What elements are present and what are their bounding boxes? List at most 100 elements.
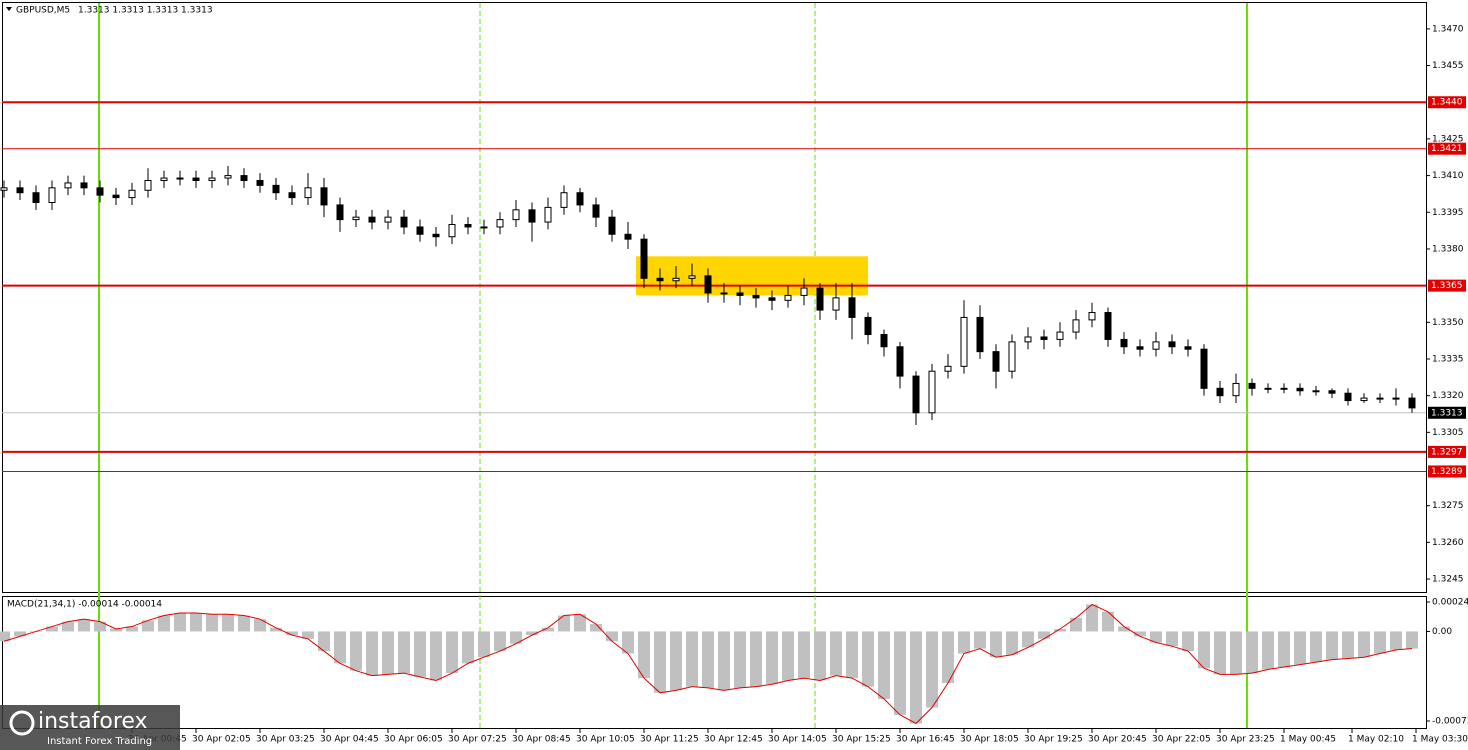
candle-body [64, 182, 72, 189]
candle-body [704, 275, 712, 294]
histogram-bar [1198, 631, 1210, 669]
quote: 1.3313 1.3313 1.3313 1.3313 [78, 6, 213, 16]
histogram-bar [62, 621, 74, 632]
candle-body [1056, 331, 1064, 340]
x-tick-label: 30 Apr 14:05 [768, 735, 827, 745]
candle-body [656, 277, 664, 282]
histogram-bar [446, 631, 458, 674]
logo-icon [9, 710, 35, 736]
candle-body [800, 287, 808, 296]
candle-body [928, 370, 936, 414]
histogram-bar [670, 631, 682, 691]
candle-body [752, 294, 760, 299]
x-tick-label: 30 Apr 04:45 [320, 735, 379, 745]
histogram-bar [94, 621, 106, 632]
candle-body [448, 224, 456, 238]
chart-title: GBPUSD,M5 [16, 6, 70, 16]
candle-body [976, 316, 984, 353]
x-tick-label: 30 Apr 16:45 [896, 735, 955, 745]
histogram-bar [1214, 631, 1226, 675]
histogram-bar [1326, 631, 1338, 660]
x-tick-label: 30 Apr 22:05 [1152, 735, 1211, 745]
histogram-bar [1006, 631, 1018, 655]
candle-body [1328, 390, 1336, 394]
candle-body [608, 216, 616, 235]
candle-body [560, 192, 568, 208]
level-label: 1.3421 [1431, 144, 1463, 154]
histogram-bar [366, 631, 378, 676]
candle-body [48, 187, 56, 203]
candle-body [784, 294, 792, 301]
candle-body [576, 192, 584, 206]
candle-body [528, 209, 536, 223]
candle-body [16, 187, 24, 194]
histogram-bar [846, 631, 858, 679]
histogram-bar [606, 631, 618, 642]
y-tick-label: 0.00 [1432, 627, 1452, 637]
candle-body [192, 177, 200, 181]
histogram-bar [862, 631, 874, 687]
candle-body [320, 187, 328, 206]
candle-body [640, 238, 648, 279]
zone [636, 256, 868, 296]
logo: instaforex Instant Forex Trading [0, 705, 180, 750]
y-tick-label: 1.3335 [1432, 354, 1464, 364]
y-tick-label: 1.3425 [1432, 134, 1464, 144]
candle-body [1072, 319, 1080, 333]
histogram-bar [286, 631, 298, 636]
histogram-bar [766, 631, 778, 685]
histogram-bar [1102, 611, 1114, 632]
histogram-bar [1374, 631, 1386, 654]
histogram-bar [414, 631, 426, 677]
candle-body [336, 204, 344, 221]
histogram-bar [990, 631, 1002, 658]
logo-name: instaforex [38, 709, 148, 734]
level-label-box [1428, 142, 1466, 155]
period-separators [98, 3, 1248, 728]
histogram-bar [478, 631, 490, 658]
histogram-bar [254, 619, 266, 632]
candle-body [672, 277, 680, 282]
histogram-bar [350, 631, 362, 671]
candle-body [352, 216, 360, 221]
level-label: 1.3297 [1431, 447, 1463, 457]
candle-body [256, 179, 264, 186]
histogram-bar [398, 631, 410, 674]
candle-body [864, 316, 872, 336]
menu-arrow[interactable] [6, 7, 12, 11]
x-tick-label: 1 May 00:45 [1280, 735, 1336, 745]
histogram-bar [734, 631, 746, 688]
histogram-bar [798, 631, 810, 679]
histogram-bar [1038, 631, 1050, 639]
candle-body [912, 375, 920, 414]
histogram-bar [814, 631, 826, 681]
candle-body [496, 219, 504, 228]
histogram-bar [382, 631, 394, 675]
candle-body [688, 275, 696, 279]
level-label: 1.3365 [1431, 281, 1463, 291]
candle-body [0, 187, 8, 191]
candle-body [128, 189, 136, 199]
histogram-bar [1086, 604, 1098, 632]
histogram-bar [622, 631, 634, 654]
y-tick-label: 1.3305 [1432, 428, 1464, 438]
histogram-bar [590, 624, 602, 632]
y-tick-label: -0.00073 [1432, 717, 1468, 727]
candle-body [1152, 341, 1160, 350]
histogram-bar [542, 627, 554, 632]
histogram-bar [1342, 631, 1354, 659]
candle-body [1184, 346, 1192, 350]
histogram-bar [462, 631, 474, 664]
logo-box [0, 705, 180, 750]
candle-body [96, 187, 104, 196]
candle-body [960, 316, 968, 367]
x-tick-label: 30 Apr 02:05 [192, 735, 251, 745]
histogram-bar [318, 631, 330, 652]
plot: 1.3470 1.3455 1.3425 1.3410 1.3395 1.3380 1.33… [0, 24, 1468, 745]
candle-body [880, 334, 888, 348]
candle-body [1248, 382, 1256, 389]
candle-body [1104, 312, 1112, 340]
level-label-box [1428, 96, 1466, 109]
histogram-bar [750, 631, 762, 687]
candle-body [1136, 346, 1144, 350]
